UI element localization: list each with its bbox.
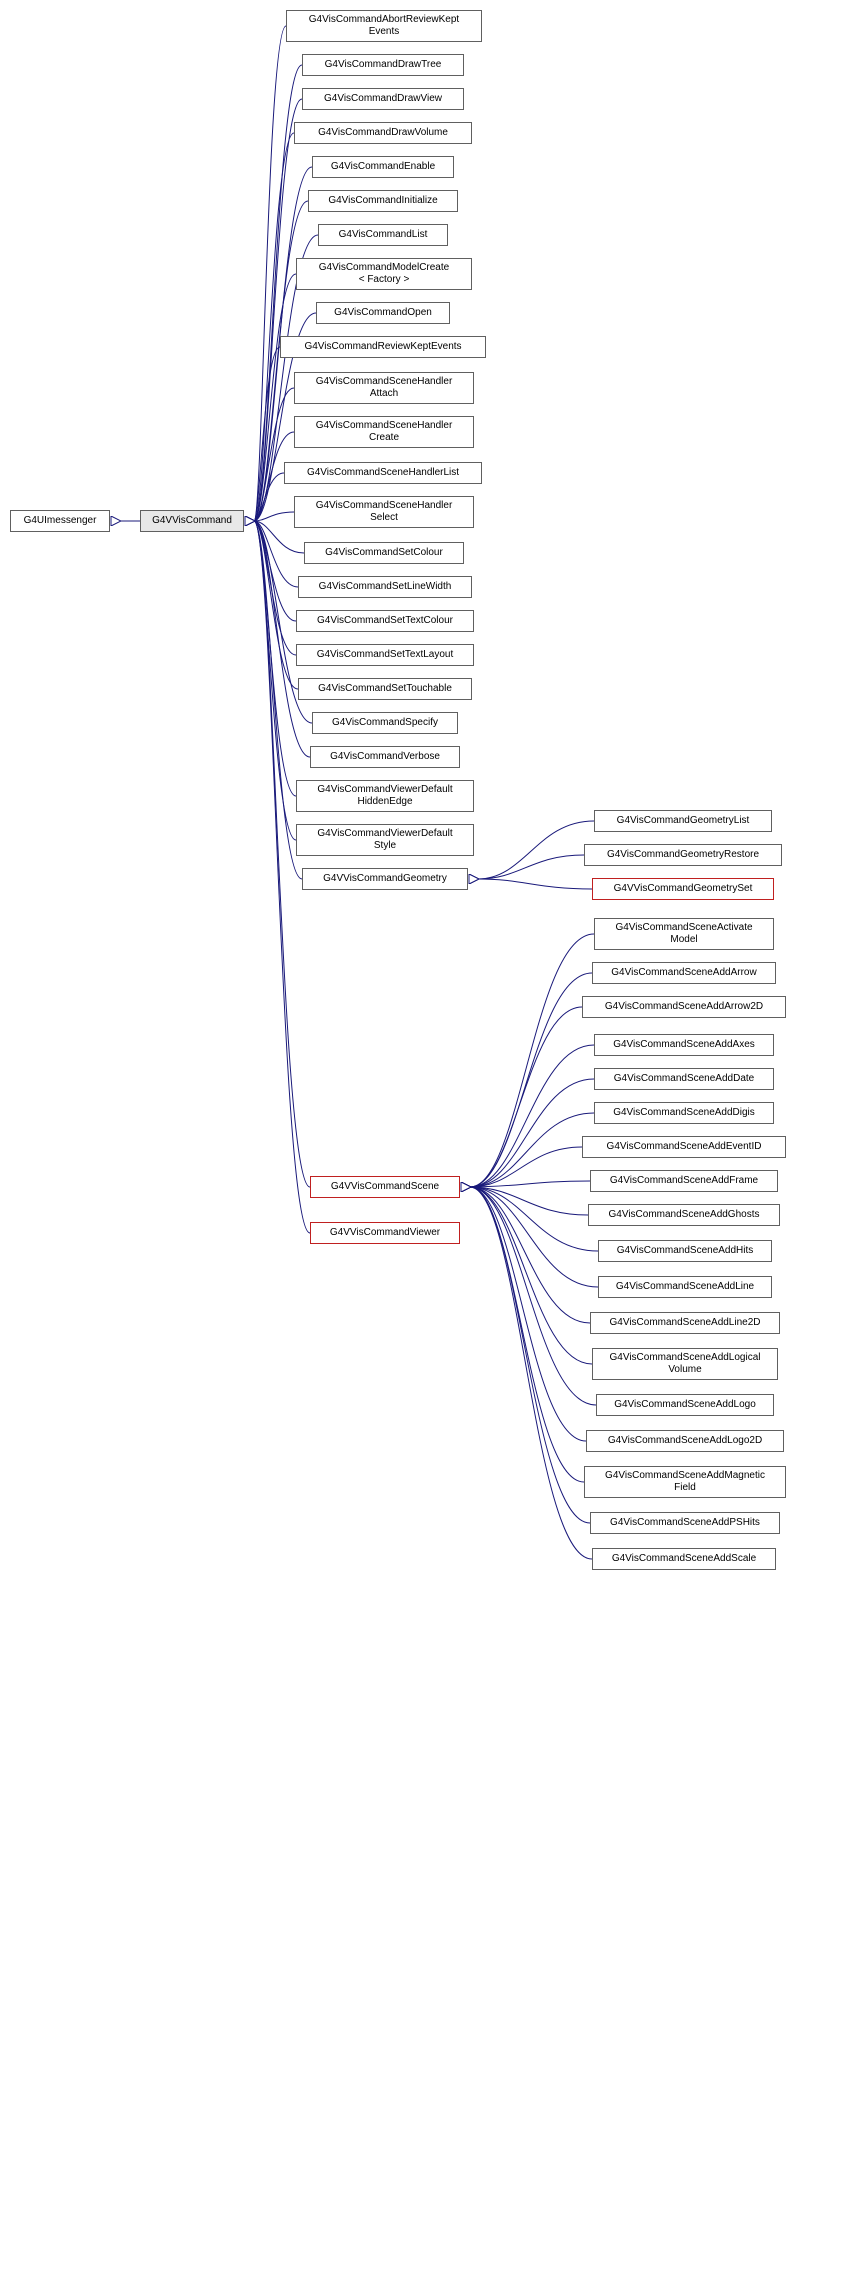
edge-vscene-to-saddhits (470, 1187, 598, 1251)
node-setcolour[interactable]: G4VisCommandSetColour (304, 542, 464, 564)
edge-vvcommand-to-shselect (254, 512, 294, 521)
edge-vscene-to-saddline2d (470, 1187, 590, 1323)
node-saddlogo2d[interactable]: G4VisCommandSceneAddLogo2D (586, 1430, 784, 1452)
node-saddscale[interactable]: G4VisCommandSceneAddScale (592, 1548, 776, 1570)
edge-vvcommand-to-settextlayout (254, 521, 296, 655)
node-shcreate[interactable]: G4VisCommandSceneHandler Create (294, 416, 474, 448)
node-saddeventid[interactable]: G4VisCommandSceneAddEventID (582, 1136, 786, 1158)
edge-vscene-to-saddarrow2d (470, 1007, 582, 1187)
edge-vscene-to-saddline (470, 1187, 598, 1287)
node-enable[interactable]: G4VisCommandEnable (312, 156, 454, 178)
node-shattach[interactable]: G4VisCommandSceneHandler Attach (294, 372, 474, 404)
edge-vvcommand-to-drawview (254, 99, 302, 521)
node-list[interactable]: G4VisCommandList (318, 224, 448, 246)
node-geomlist[interactable]: G4VisCommandGeometryList (594, 810, 772, 832)
node-saddframe[interactable]: G4VisCommandSceneAddFrame (590, 1170, 778, 1192)
node-initialize[interactable]: G4VisCommandInitialize (308, 190, 458, 212)
node-open[interactable]: G4VisCommandOpen (316, 302, 450, 324)
node-sadddigis[interactable]: G4VisCommandSceneAddDigis (594, 1102, 774, 1124)
edge-vscene-to-sactivate (470, 934, 594, 1187)
node-sadddate[interactable]: G4VisCommandSceneAddDate (594, 1068, 774, 1090)
edge-vscene-to-saddghosts (470, 1187, 588, 1215)
node-saddlogvol[interactable]: G4VisCommandSceneAddLogical Volume (592, 1348, 778, 1380)
node-saddarrow2d[interactable]: G4VisCommandSceneAddArrow2D (582, 996, 786, 1018)
edge-vscene-to-saddarrow (470, 973, 592, 1187)
node-verbose[interactable]: G4VisCommandVerbose (310, 746, 460, 768)
edge-vscene-to-saddlogo2d (470, 1187, 586, 1441)
node-saddhits[interactable]: G4VisCommandSceneAddHits (598, 1240, 772, 1262)
edge-vvcommand-to-shattach (254, 388, 294, 521)
edge-vscene-to-saddpshits (470, 1187, 590, 1523)
node-saddline2d[interactable]: G4VisCommandSceneAddLine2D (590, 1312, 780, 1334)
node-vvcommand[interactable]: G4VVisCommand (140, 510, 244, 532)
node-specify[interactable]: G4VisCommandSpecify (312, 712, 458, 734)
node-saddpshits[interactable]: G4VisCommandSceneAddPSHits (590, 1512, 780, 1534)
edge-vscene-to-sadddigis (470, 1113, 594, 1187)
edge-vgeometry-to-geomrestore (478, 855, 584, 879)
node-settextlayout[interactable]: G4VisCommandSetTextLayout (296, 644, 474, 666)
node-geomset[interactable]: G4VVisCommandGeometrySet (592, 878, 774, 900)
edge-vscene-to-saddaxes (470, 1045, 594, 1187)
node-drawview[interactable]: G4VisCommandDrawView (302, 88, 464, 110)
edge-vvcommand-to-viewerdefsty (254, 521, 296, 840)
node-settextcolour[interactable]: G4VisCommandSetTextColour (296, 610, 474, 632)
node-abortreview[interactable]: G4VisCommandAbortReviewKept Events (286, 10, 482, 42)
node-viewerdefedge[interactable]: G4VisCommandViewerDefault HiddenEdge (296, 780, 474, 812)
node-uimessenger[interactable]: G4UImessenger (10, 510, 110, 532)
edge-vvcommand-to-settextcolour (254, 521, 296, 621)
node-saddline[interactable]: G4VisCommandSceneAddLine (598, 1276, 772, 1298)
node-sactivate[interactable]: G4VisCommandSceneActivate Model (594, 918, 774, 950)
edge-vvcommand-to-vgeometry (254, 521, 302, 879)
edge-vvcommand-to-reviewkept (254, 347, 280, 521)
node-shlist[interactable]: G4VisCommandSceneHandlerList (284, 462, 482, 484)
node-saddaxes[interactable]: G4VisCommandSceneAddAxes (594, 1034, 774, 1056)
node-saddarrow[interactable]: G4VisCommandSceneAddArrow (592, 962, 776, 984)
edge-vscene-to-saddlogvol (470, 1187, 592, 1364)
edge-vscene-to-saddeventid (470, 1147, 582, 1187)
edge-vvcommand-to-abortreview (254, 26, 286, 521)
edge-vscene-to-saddmagfield (470, 1187, 584, 1482)
node-drawvolume[interactable]: G4VisCommandDrawVolume (294, 122, 472, 144)
edge-vgeometry-to-geomlist (478, 821, 594, 879)
edge-vscene-to-sadddate (470, 1079, 594, 1187)
node-setlinewidth[interactable]: G4VisCommandSetLineWidth (298, 576, 472, 598)
node-vviewer[interactable]: G4VVisCommandViewer (310, 1222, 460, 1244)
node-settouchable[interactable]: G4VisCommandSetTouchable (298, 678, 472, 700)
node-reviewkept[interactable]: G4VisCommandReviewKeptEvents (280, 336, 486, 358)
node-saddghosts[interactable]: G4VisCommandSceneAddGhosts (588, 1204, 780, 1226)
edge-vscene-to-saddscale (470, 1187, 592, 1559)
node-geomrestore[interactable]: G4VisCommandGeometryRestore (584, 844, 782, 866)
node-drawtree[interactable]: G4VisCommandDrawTree (302, 54, 464, 76)
node-shselect[interactable]: G4VisCommandSceneHandler Select (294, 496, 474, 528)
edge-vvcommand-to-viewerdefedge (254, 521, 296, 796)
node-viewerdefsty[interactable]: G4VisCommandViewerDefault Style (296, 824, 474, 856)
edge-vscene-to-saddlogo (470, 1187, 596, 1405)
node-vgeometry[interactable]: G4VVisCommandGeometry (302, 868, 468, 890)
edge-vvcommand-to-shlist (254, 473, 284, 521)
edge-vvcommand-to-setlinewidth (254, 521, 298, 587)
edge-vvcommand-to-settouchable (254, 521, 298, 689)
edge-vvcommand-to-verbose (254, 521, 310, 757)
node-vscene[interactable]: G4VVisCommandScene (310, 1176, 460, 1198)
edge-vscene-to-saddframe (470, 1181, 590, 1187)
node-saddlogo[interactable]: G4VisCommandSceneAddLogo (596, 1394, 774, 1416)
node-saddmagfield[interactable]: G4VisCommandSceneAddMagnetic Field (584, 1466, 786, 1498)
edge-vgeometry-to-geomset (478, 879, 592, 889)
node-modelcreate[interactable]: G4VisCommandModelCreate < Factory > (296, 258, 472, 290)
